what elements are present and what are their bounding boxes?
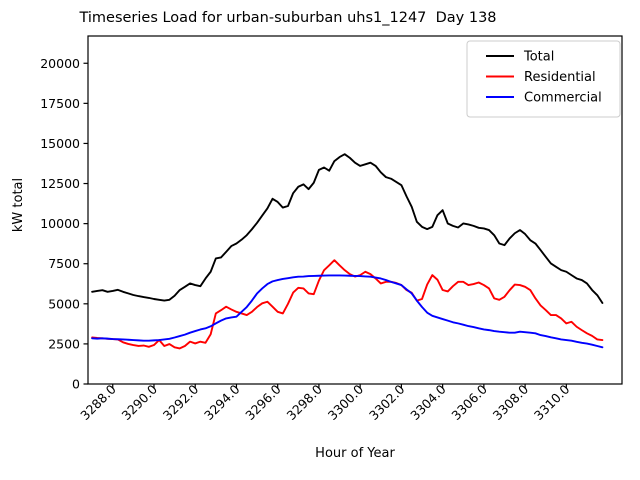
y-axis-label: kW total: [11, 178, 26, 232]
legend-item-total: Total: [486, 50, 554, 65]
x-tick-label: 3296.0: [242, 381, 284, 423]
legend-label-commercial: Commercial: [524, 91, 602, 106]
y-tick-label: 10000: [40, 216, 80, 231]
y-tick-label: 15000: [40, 136, 80, 151]
y-tick-label: 12500: [40, 176, 80, 191]
legend-label-total: Total: [523, 50, 554, 65]
series-lines: [91, 153, 604, 350]
x-tick-label: 3288.0: [77, 381, 119, 423]
y-tick-label: 7500: [48, 256, 80, 271]
plot-frame: [87, 35, 623, 385]
x-tick-label: 3306.0: [448, 381, 490, 423]
x-tick-label: 3290.0: [119, 381, 161, 423]
series-line-residential: [91, 259, 604, 350]
x-tick-label: 3308.0: [490, 381, 532, 423]
x-tick-label: 3300.0: [325, 381, 367, 423]
y-tick-label: 0: [72, 377, 80, 392]
series-line-total: [91, 153, 604, 304]
series-line-commercial: [91, 274, 604, 349]
chart-title: Timeseries Load for urban-suburban uhs1_…: [78, 10, 496, 26]
x-tick-label: 3310.0: [531, 381, 573, 423]
x-tick-label: 3298.0: [283, 381, 325, 423]
legend-item-commercial: Commercial: [486, 91, 602, 106]
legend-label-residential: Residential: [524, 70, 596, 85]
legend-item-residential: Residential: [486, 70, 596, 85]
x-tick-label: 3304.0: [407, 381, 449, 423]
x-tick-label: 3294.0: [201, 381, 243, 423]
x-tick-label: 3302.0: [366, 381, 408, 423]
y-tick-label: 2500: [48, 336, 80, 351]
y-tick-label: 5000: [48, 296, 80, 311]
x-axis-label: Hour of Year: [315, 446, 395, 461]
legend: Total Residential Commercial: [466, 40, 621, 118]
y-tick-label: 20000: [40, 56, 80, 71]
x-tick-label: 3292.0: [160, 381, 202, 423]
y-tick-label: 17500: [40, 96, 80, 111]
